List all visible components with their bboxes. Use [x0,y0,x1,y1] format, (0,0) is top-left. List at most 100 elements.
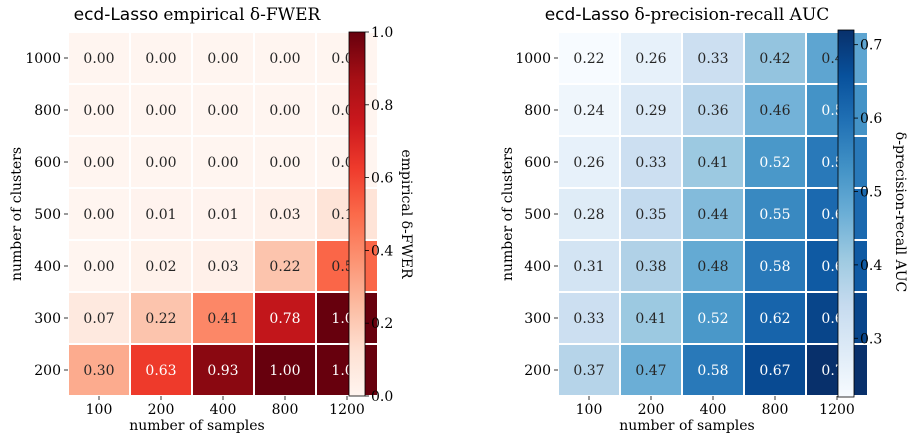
colorbar-tick-label: 0.8 [371,98,393,114]
heatmap-cell-label: 0.02 [145,259,176,275]
heatmap-cell-label: 0.33 [573,311,604,327]
heatmap-cell-label: 0.00 [269,155,300,171]
heatmap-cell-label: 0.93 [207,363,238,379]
heatmap-cell-label: 0.44 [697,207,728,223]
heatmap-cell [805,83,869,137]
heatmap-cell-label: 0.41 [207,311,238,327]
x-tick-label: 200 [638,402,665,418]
heatmap-cell-label: 0.41 [635,311,666,327]
heatmap-cell [191,239,255,293]
colorbar-gradient [348,31,366,397]
y-tick-label: 600 [524,155,551,171]
heatmap-cell-label: 0.42 [759,51,790,67]
heatmap-cell-label: 0.00 [145,155,176,171]
y-tick-label: 400 [524,259,551,275]
chart-title-text: empirical δ-FWER [163,5,321,25]
colorbar-label: δ-precision-recall AUC [892,132,908,292]
heatmap-cell-label: 0.46 [759,103,790,119]
heatmap-cell-label: 0.00 [83,51,114,67]
heatmap-cell [67,343,131,397]
heatmap-cell-label: 0.37 [573,363,604,379]
chart-title-text: δ-precision-recall AUC [634,5,829,25]
heatmap-cell-label: 0.30 [83,363,114,379]
heatmap-cell-label: 0.78 [269,311,300,327]
colorbar-ticks: 0.3 0.4 0.5 0.6 0.7 [854,38,882,347]
y-tick-label: 1000 [515,51,551,67]
heatmap-cell-label: 0.01 [207,207,238,223]
heatmap-cell [557,343,621,397]
heatmap-cell-label: 0.00 [269,51,300,67]
chart-title: ecd-Lasso empirical δ-FWER [74,5,322,25]
heatmap-cell [619,83,683,137]
heatmap-cell [129,135,193,189]
heatmap-cell-label: 0.31 [573,259,604,275]
colorbar-tick-label: 0.4 [371,243,393,259]
x-axis-ticks: 100 200 400 800 1200 [576,396,855,418]
heatmap-cell [557,239,621,293]
heatmap-cell-label: 0.36 [697,103,728,119]
heatmap-cell-label: 0.00 [207,155,238,171]
heatmap-cell-label: 0.48 [697,259,728,275]
y-tick-label: 400 [34,259,61,275]
y-tick-label: 300 [34,311,61,327]
colorbar: 0.0 0.2 0.4 0.6 0.8 1.0 empirical δ-FWER [348,25,414,405]
colorbar-gradient [837,29,855,398]
heatmap-cell [315,187,379,241]
heatmap-cells [67,31,379,397]
heatmap-cell-label: 0.62 [759,311,790,327]
colorbar-tick-label: 0.3 [860,331,882,347]
colorbar: 0.3 0.4 0.5 0.6 0.7 δ-precision-recall AUC [837,29,908,398]
heatmap-cell [129,239,193,293]
x-axis-ticks: 100 200 400 800 1200 [86,396,365,418]
colorbar-tick-label: 0.7 [860,38,882,54]
heatmap-cell [315,291,379,345]
heatmap-cell-label: 0.41 [697,155,728,171]
x-tick-label: 800 [272,402,299,418]
heatmap-cell-label: 0.00 [83,103,114,119]
heatmap-cell-label: 0.28 [573,207,604,223]
heatmap-cell-label: 0.22 [269,259,300,275]
heatmap-cell [129,291,193,345]
y-axis-ticks: 1000 800 600 500 400 300 200 [515,51,558,379]
heatmap-cell-label: 0.00 [145,103,176,119]
fwer-heatmap-panel: ecd-Lasso empirical δ-FWER 0.00 0.00 0.00 0.… [9,5,414,434]
colorbar-tick-label: 0.6 [371,171,393,187]
heatmap-cell-labels: 0.00 0.00 0.00 0.00 0.00 0.00 0.00 0.00 0.00 0.00… [83,51,362,379]
heatmap-cell [805,187,869,241]
heatmap-cell-label: 0.47 [635,363,666,379]
x-tick-label: 100 [576,402,603,418]
heatmap-cell-label: 0.00 [207,103,238,119]
heatmap-cell-label: 0.67 [759,363,790,379]
heatmap-cell-label: 0.22 [145,311,176,327]
heatmap-cell-label: 0.38 [635,259,666,275]
chart-title: ecd-Lasso δ-precision-recall AUC [545,5,830,25]
heatmap-cell [129,187,193,241]
heatmap-cell-label: 0.00 [83,155,114,171]
heatmap-cells [557,31,869,397]
heatmap-cell-label: 0.26 [573,155,604,171]
heatmap-cell-label: 0.03 [269,207,300,223]
heatmap-cell [805,135,869,189]
heatmap-cell [743,343,807,397]
x-tick-label: 200 [148,402,175,418]
x-tick-label: 400 [210,402,237,418]
x-axis-label: number of samples [129,418,264,434]
heatmap-cell-label: 0.55 [759,207,790,223]
y-tick-label: 200 [524,363,551,379]
heatmap-cell-label: 0.24 [573,103,604,119]
colorbar-tick-label: 0.4 [860,258,882,274]
y-tick-label: 800 [34,103,61,119]
x-tick-label: 1200 [819,402,855,418]
heatmap-cell-label: 0.58 [759,259,790,275]
heatmap-cell-label: 0.00 [83,207,114,223]
heatmap-cell-label: 0.52 [759,155,790,171]
heatmap-cell [681,31,745,85]
x-axis-label: number of samples [619,418,754,434]
heatmap-cell-label: 0.00 [83,259,114,275]
heatmap-cell-label: 0.01 [145,207,176,223]
heatmap-cell-label: 0.22 [573,51,604,67]
y-tick-label: 800 [524,103,551,119]
heatmap-cell-label: 0.29 [635,103,666,119]
y-axis-ticks: 1000 800 600 500 400 300 200 [25,51,68,379]
